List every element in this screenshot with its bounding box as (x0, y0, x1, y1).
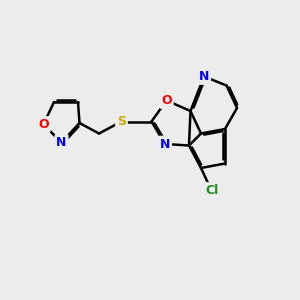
Text: Cl: Cl (205, 184, 218, 197)
Text: O: O (38, 118, 49, 131)
Text: N: N (160, 137, 170, 151)
Text: N: N (56, 136, 67, 149)
Text: N: N (56, 136, 67, 149)
Text: N: N (160, 137, 170, 151)
Text: O: O (38, 118, 49, 131)
Text: S: S (117, 115, 126, 128)
Text: O: O (161, 94, 172, 107)
Text: Cl: Cl (205, 184, 218, 197)
Text: N: N (199, 70, 209, 83)
Text: N: N (199, 70, 209, 83)
Text: O: O (161, 94, 172, 107)
Text: S: S (117, 115, 126, 128)
